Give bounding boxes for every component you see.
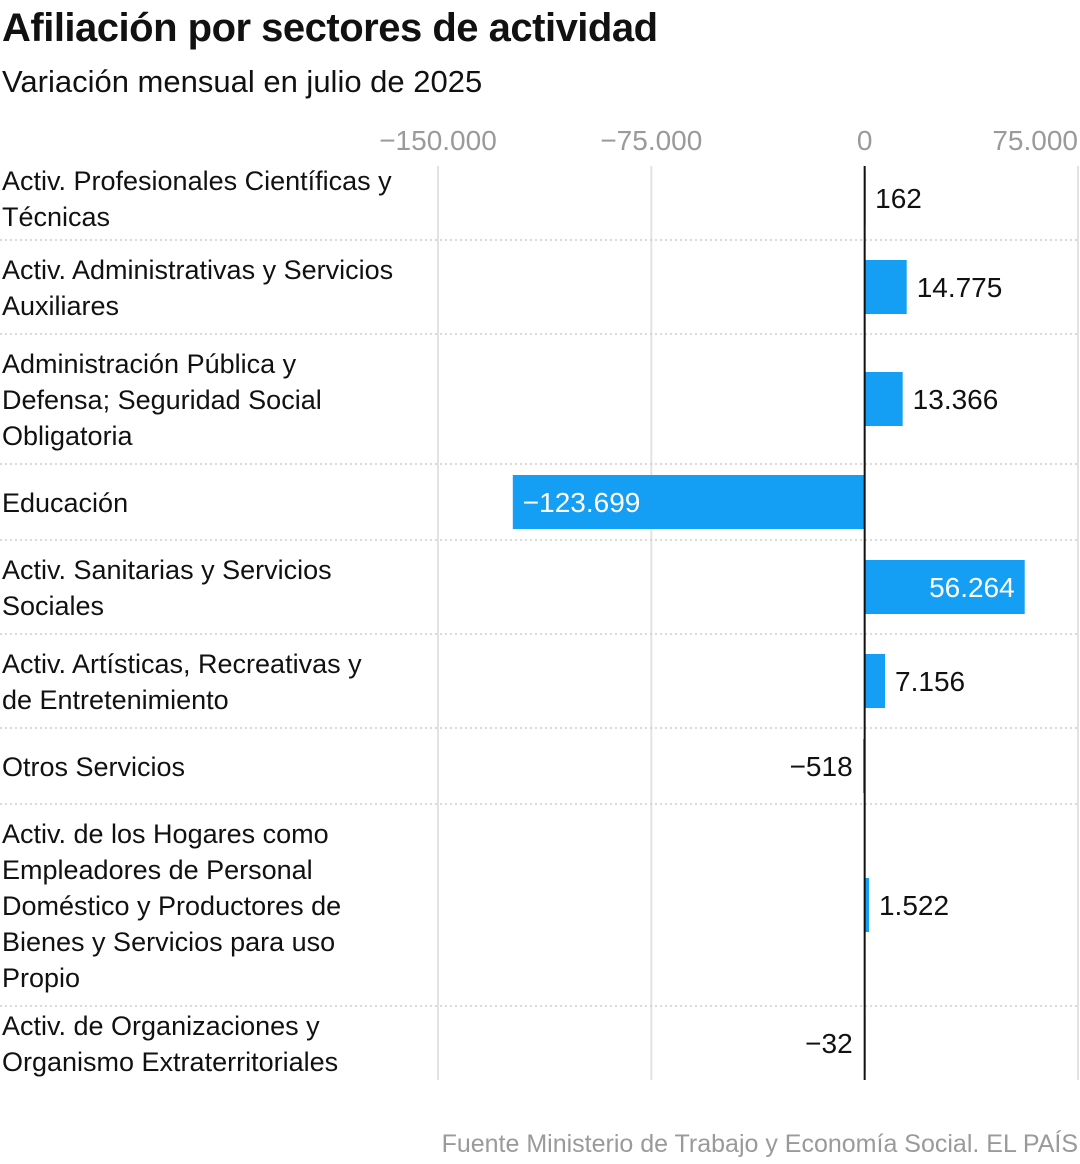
bar-value-label: 7.156 [895, 666, 965, 697]
bar [864, 372, 903, 426]
bar-chart: −150.000 −75.000 0 75.000 Activ. Profesional… [0, 125, 1079, 1080]
bar [512, 475, 865, 529]
x-tick-label: 0 [857, 125, 873, 156]
chart-title: Afiliación por sectores de actividad [2, 6, 658, 50]
x-tick-label: 75.000 [992, 125, 1078, 156]
category-label: Activ. de los Hogares como Empleadores de… [2, 819, 341, 993]
x-tick-label: −75.000 [600, 125, 702, 156]
category-label: Activ. de Organizaciones y Organismo Extr… [2, 1011, 338, 1077]
bar [864, 260, 907, 314]
x-tick-label: −150.000 [379, 125, 497, 156]
bar [864, 878, 869, 932]
category-label: Activ. Sanitarias y Servicios Sociales [2, 555, 332, 621]
bar-value-label: 162 [875, 183, 922, 214]
chart-subtitle: Variación mensual en julio de 2025 [2, 64, 483, 99]
category-label: Activ. Artísticas, Recreativas y de Entre… [2, 649, 362, 715]
category-label: Otros Servicios [2, 752, 185, 782]
bar-value-label: 1.522 [879, 890, 949, 921]
category-label: Administración Pública y Defensa; Segurid… [2, 349, 322, 451]
source-note: Fuente Ministerio de Trabajo y Economía … [441, 1130, 1078, 1158]
bar [864, 560, 1025, 614]
bar-value-label: 56.264 [929, 572, 1015, 603]
category-label: Educación [2, 488, 128, 518]
category-label: Activ. Profesionales Científicas y Técnic… [2, 166, 392, 232]
bar [864, 654, 886, 708]
bar-value-label: −518 [790, 751, 853, 782]
bar-value-label: −123.699 [523, 487, 641, 518]
category-label: Activ. Administrativas y Servicios Auxili… [2, 255, 393, 321]
bar-value-label: 14.775 [917, 272, 1003, 303]
bar-value-label: 13.366 [913, 384, 999, 415]
bar-value-label: −32 [805, 1028, 853, 1059]
